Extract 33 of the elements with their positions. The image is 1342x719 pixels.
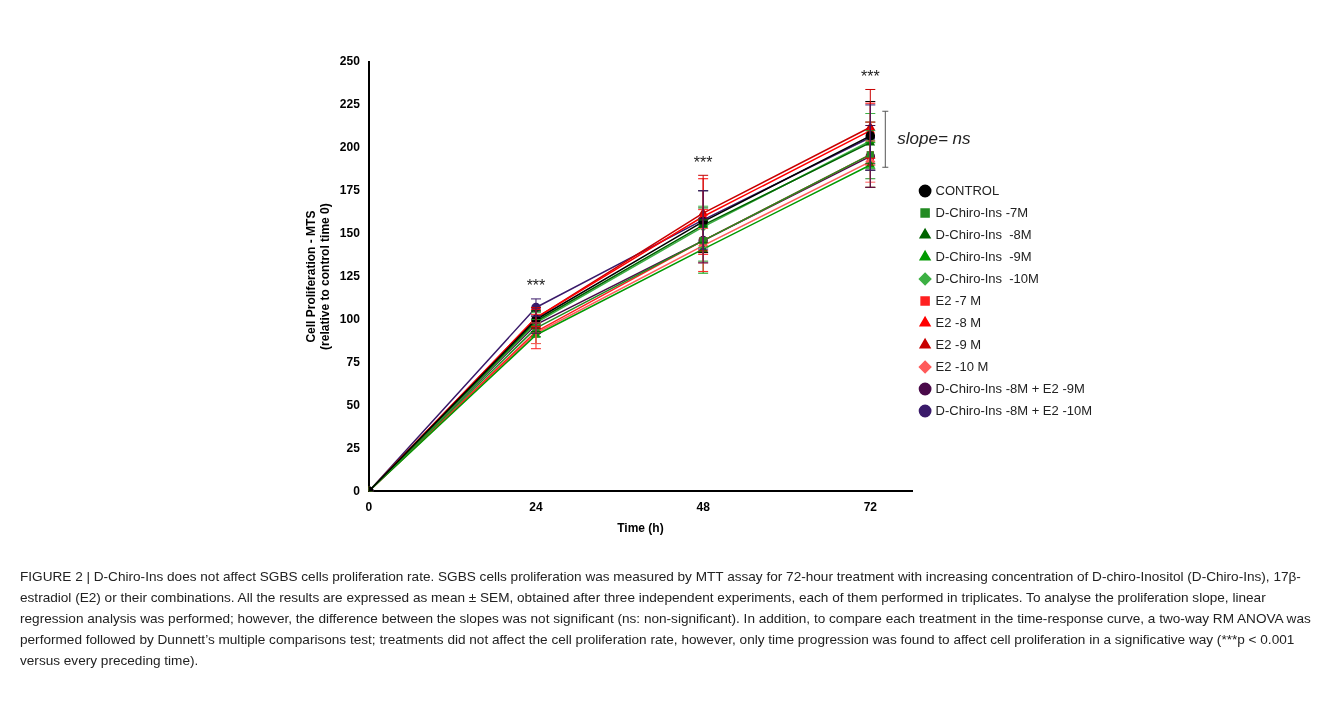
y-tick-label: 175 [339, 183, 361, 198]
legend-label: D-Chiro-Ins -10M [935, 270, 1039, 286]
y-tick-label: 250 [339, 54, 361, 69]
legend-label: D-Chiro-Ins -7M [935, 204, 1029, 220]
x-axis-title: Time (h) [617, 521, 664, 536]
x-tick-label: 72 [863, 499, 878, 514]
x-tick-label: 48 [696, 499, 711, 514]
y-tick-label: 0 [353, 483, 361, 498]
legend-label: E2 -10 M [935, 358, 989, 374]
legend-label: D-Chiro-Ins -8M + E2 -9M [935, 380, 1085, 396]
y-tick-label: 125 [339, 268, 361, 283]
x-tick-label: 24 [529, 499, 543, 514]
y-tick-label: 50 [346, 397, 361, 412]
y-tick-label: 150 [339, 225, 361, 240]
legend-label: CONTROL [935, 182, 1000, 198]
y-tick-label: 100 [339, 311, 361, 326]
annotation: *** [860, 67, 880, 85]
y-tick-label: 25 [346, 440, 361, 455]
y-tick-label: 75 [346, 354, 361, 369]
annotation: slope= ns [897, 128, 972, 148]
y-tick-label: 200 [339, 140, 361, 155]
caption: FIGURE 2 | D-Chiro-Ins does not affect SGBS cells proliferation rate. SGBS cells proliferation was measured by MTT assay for 72-hour treatment with increasing concentration of D-chiro-Inositol (D-Chiro-Ins), 17β-estradiol (E2) or their combinations. All the results are expressed as mean ± SEM, obtained after three independent experiments, each of them performed in triplicates. To analyse the proliferation slope, linear regression analysis was performed; however, the difference between the slopes was not significant (ns: non-significant). In addition, to compare each treatment in the time-response curve, a two-way RM ANOVA was performed followed by Dunnett’s multiple comparisons test; treatments did not affect the cell proliferation rate, however, only time progression was found to affect cell proliferation in a significative way (***p < 0.001 versus every preceding time). [20, 568, 1312, 670]
x-tick-label: 0 [365, 499, 373, 514]
y-axis-title: Cell Proliferation - MTS (relative to control time 0) [303, 203, 332, 350]
legend-label: D-Chiro-Ins -9M [935, 248, 1032, 264]
annotation: *** [693, 153, 713, 171]
legend-label: D-Chiro-Ins -8M + E2 -10M [935, 402, 1093, 418]
legend-label: E2 -7 M [935, 292, 982, 308]
legend-label: D-Chiro-Ins -8M [935, 226, 1032, 242]
annotation: *** [526, 277, 546, 295]
y-tick-label: 225 [339, 97, 361, 112]
legend-label: E2 -8 M [935, 314, 982, 330]
legend-label: E2 -9 M [935, 336, 982, 352]
